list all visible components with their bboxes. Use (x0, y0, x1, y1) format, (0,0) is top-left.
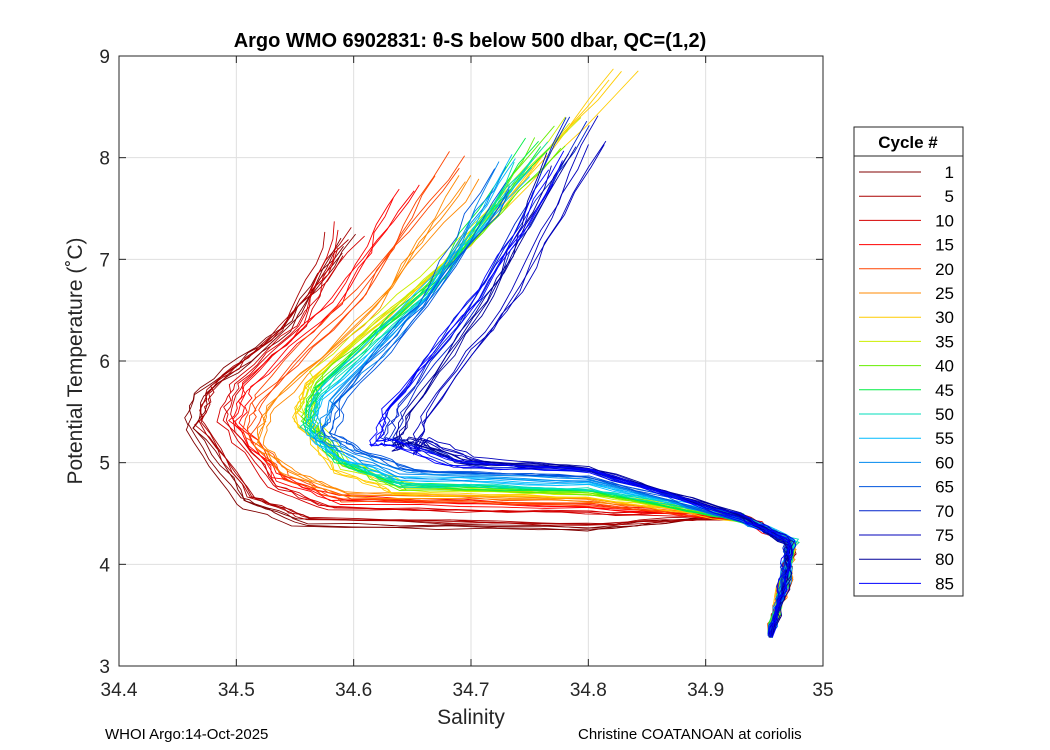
profile-line-cycle-80 (399, 153, 789, 637)
y-tick-label: 5 (99, 454, 110, 475)
profile-line-cycle-75 (415, 140, 795, 635)
legend-label: 55 (935, 429, 954, 448)
profile-line-cycle-85 (375, 150, 792, 638)
legend-label: 5 (945, 187, 954, 206)
legend-label: 15 (935, 236, 954, 255)
legend-label: 60 (935, 453, 954, 472)
legend-label: 40 (935, 357, 954, 376)
axis-ticks: 34.4 34.5 34.6 34.7 34.8 34.9 35 3 4 5 6 7 8 9 (99, 47, 833, 701)
legend-label: 20 (935, 260, 954, 279)
x-tick-label: 34.4 (101, 680, 138, 701)
legend-label: 35 (935, 332, 954, 351)
legend-label: 80 (935, 550, 954, 569)
legend-label: 1 (945, 163, 954, 182)
legend-label: 85 (935, 574, 954, 593)
legend-label: 30 (935, 308, 954, 327)
y-tick-label: 7 (99, 250, 110, 271)
legend-label: 75 (935, 526, 954, 545)
x-tick-label: 34.8 (570, 680, 607, 701)
legend-label: 50 (935, 405, 954, 424)
footer-credit-right: Christine COATANOAN at coriolis (578, 726, 802, 743)
profile-line-cycle-80 (394, 165, 793, 636)
profile-line-cycle-75 (413, 144, 794, 638)
legend-box (853, 126, 964, 597)
y-axis-label: Potential Temperature (˚C) (64, 237, 87, 484)
y-tick-label: 6 (99, 352, 110, 373)
legend-label: 10 (935, 211, 954, 230)
x-axis-label: Salinity (437, 706, 505, 729)
y-tick-label: 3 (99, 657, 110, 678)
profile-line-cycle-85 (369, 183, 797, 638)
footer-credit-left: WHOI Argo:14-Oct-2025 (105, 726, 269, 743)
profile-line-cycle-1 (192, 237, 797, 635)
y-tick-label: 4 (99, 555, 110, 576)
x-tick-label: 34.6 (335, 680, 372, 701)
x-tick-label: 34.7 (453, 680, 490, 701)
legend-label: 70 (935, 502, 954, 521)
legend-label: 45 (935, 381, 954, 400)
x-tick-label: 35 (812, 680, 833, 701)
legend-label: 65 (935, 478, 954, 497)
legend-title: Cycle # (878, 133, 938, 152)
chart-title: Argo WMO 6902831: θ-S below 500 dbar, QC… (234, 30, 707, 52)
y-tick-label: 9 (99, 47, 110, 68)
x-tick-label: 34.9 (687, 680, 724, 701)
legend-label: 25 (935, 284, 954, 303)
series-layer (184, 68, 800, 639)
profile-line-cycle-10 (216, 235, 796, 637)
x-tick-label: 34.5 (218, 680, 255, 701)
legend: Cycle # 15101520253035404550556065707580… (853, 126, 964, 597)
y-tick-label: 8 (99, 149, 110, 170)
